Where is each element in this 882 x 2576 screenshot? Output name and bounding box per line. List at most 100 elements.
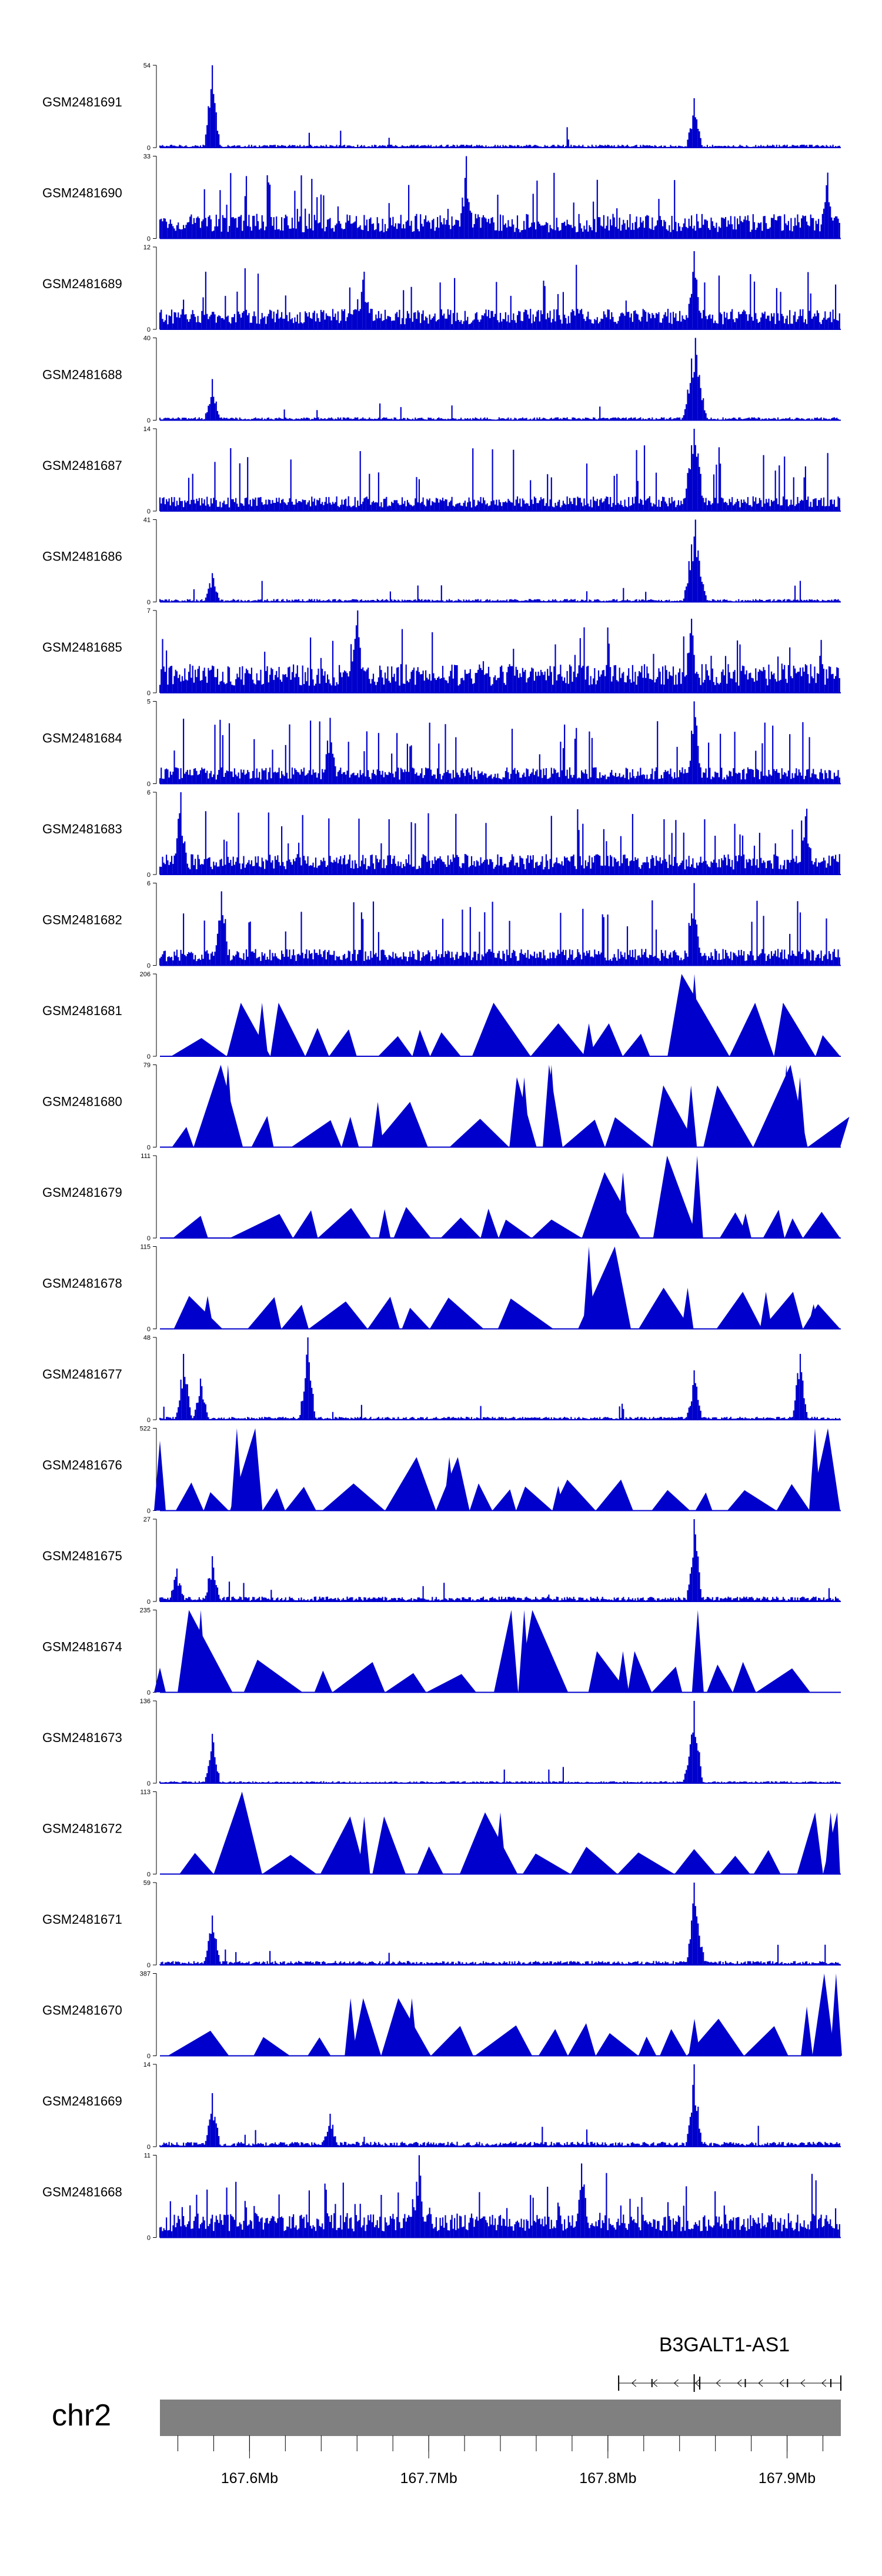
signal-peak [352,1998,382,2056]
signal-peak [776,1484,810,1511]
signal-peak [562,1119,605,1147]
signal-peak [707,1664,733,1693]
y-axis-zero-label: 0 [147,2235,151,2242]
signal-peak [638,1287,691,1329]
signal-peak [402,1307,430,1329]
gene-strand-arrow [758,2379,763,2387]
signal [154,1428,841,1511]
signal-peak [385,1673,426,1693]
y-axis-max-label: 54 [143,62,151,69]
signal [159,338,841,421]
signal-peak [691,1156,703,1238]
signal-peak [417,1846,443,1874]
track-label: GSM2481688 [42,368,122,382]
track-GSM2481680: GSM2481680 79 0 [42,1062,850,1152]
track-GSM2481673: GSM2481673 136 0 [42,1698,841,1787]
signal-peak [154,1440,166,1511]
signal [160,1065,850,1148]
signal-peak [777,1003,789,1056]
track-label: GSM2481683 [42,822,122,836]
signal-peak [459,1812,518,1874]
signal-bars [159,1883,840,1965]
signal-peak [291,1120,342,1147]
signal-peak [623,1033,650,1056]
signal-bars [159,251,840,329]
y-axis-zero-label: 0 [147,1962,151,1969]
y-axis-max-label: 5 [147,699,151,706]
track-label: GSM2481686 [42,549,122,564]
signal-peak [379,1209,391,1238]
track-GSM2481670: GSM2481670 387 0 [42,1971,842,2060]
gene-strand-arrow [632,2379,637,2387]
signal-peak [733,1661,756,1693]
signal-peak [285,1487,316,1511]
y-axis-max-label: 14 [143,2061,151,2068]
signal [159,1701,841,1784]
signal-peak [532,1219,582,1238]
signal-peak [538,2029,568,2056]
signal [159,610,841,693]
y-axis-max-label: 136 [140,1698,151,1705]
y-axis-max-label: 12 [143,244,151,251]
gene-label: B3GALT1-AS1 [659,2334,790,2356]
track-label: GSM2481676 [42,1458,122,1473]
signal [160,1246,841,1330]
gene-strand-arrow [694,2379,700,2387]
signal-peak [794,1077,806,1147]
signal [160,1156,841,1239]
signal-peak [522,1853,571,1874]
signal-peak [753,1850,781,1874]
signal-peak [498,1219,532,1238]
signal [159,251,841,330]
signal-peak [686,2018,744,2056]
track-label: GSM2481690 [42,186,122,201]
signal-bars [159,792,840,875]
signal-peak [173,1216,208,1238]
signal-peak [372,1102,428,1147]
signal [159,1337,841,1420]
y-axis-zero-label: 0 [147,1599,151,1606]
track-GSM2481686: GSM2481686 41 0 [42,517,841,606]
gene-strand-arrow [652,2379,658,2387]
signal-peak [815,1035,840,1056]
track-label: GSM2481678 [42,1276,122,1291]
y-axis-max-label: 41 [143,517,151,524]
signal-peak [756,1668,811,1693]
signal-peak [652,1085,697,1147]
y-axis-zero-label: 0 [147,1235,151,1242]
track-label: GSM2481680 [42,1095,122,1109]
signal-peak [406,1998,418,2056]
y-axis-zero-label: 0 [147,326,151,333]
signal-peak [807,1116,850,1147]
signal-peak [322,1483,385,1511]
y-axis-max-label: 7 [147,608,151,615]
signal-peak [314,1670,333,1693]
gene-model [618,2374,841,2392]
signal-peak [617,1852,675,1874]
signal-peak [583,1246,595,1329]
signal [160,974,841,1057]
signal [159,701,841,785]
gene-strand-arrow [737,2379,742,2387]
track-GSM2481676: GSM2481676 522 0 [42,1426,841,1515]
track-GSM2481681: GSM2481681 206 0 [42,971,841,1060]
signal-peak [469,1483,493,1511]
signal-peak [720,1856,750,1874]
signal-peak [203,1492,229,1511]
signal-peak [172,1127,194,1147]
y-axis-zero-label: 0 [147,1417,151,1424]
signal-peak [381,1998,431,2056]
signal-peak [195,1610,207,1693]
signal [159,1883,841,1966]
signal-peak [497,1298,554,1329]
signal-peak [256,1003,268,1056]
track-GSM2481669: GSM2481669 14 0 [42,2061,841,2151]
signal-peak [175,1482,204,1511]
signal-peak [230,1428,243,1511]
track-label: GSM2481677 [42,1367,122,1382]
signal-peak [345,1998,357,2056]
signal-peak [385,1457,436,1511]
signal-peak [674,1849,716,1874]
track-GSM2481674: GSM2481674 235 0 [42,1607,841,1697]
